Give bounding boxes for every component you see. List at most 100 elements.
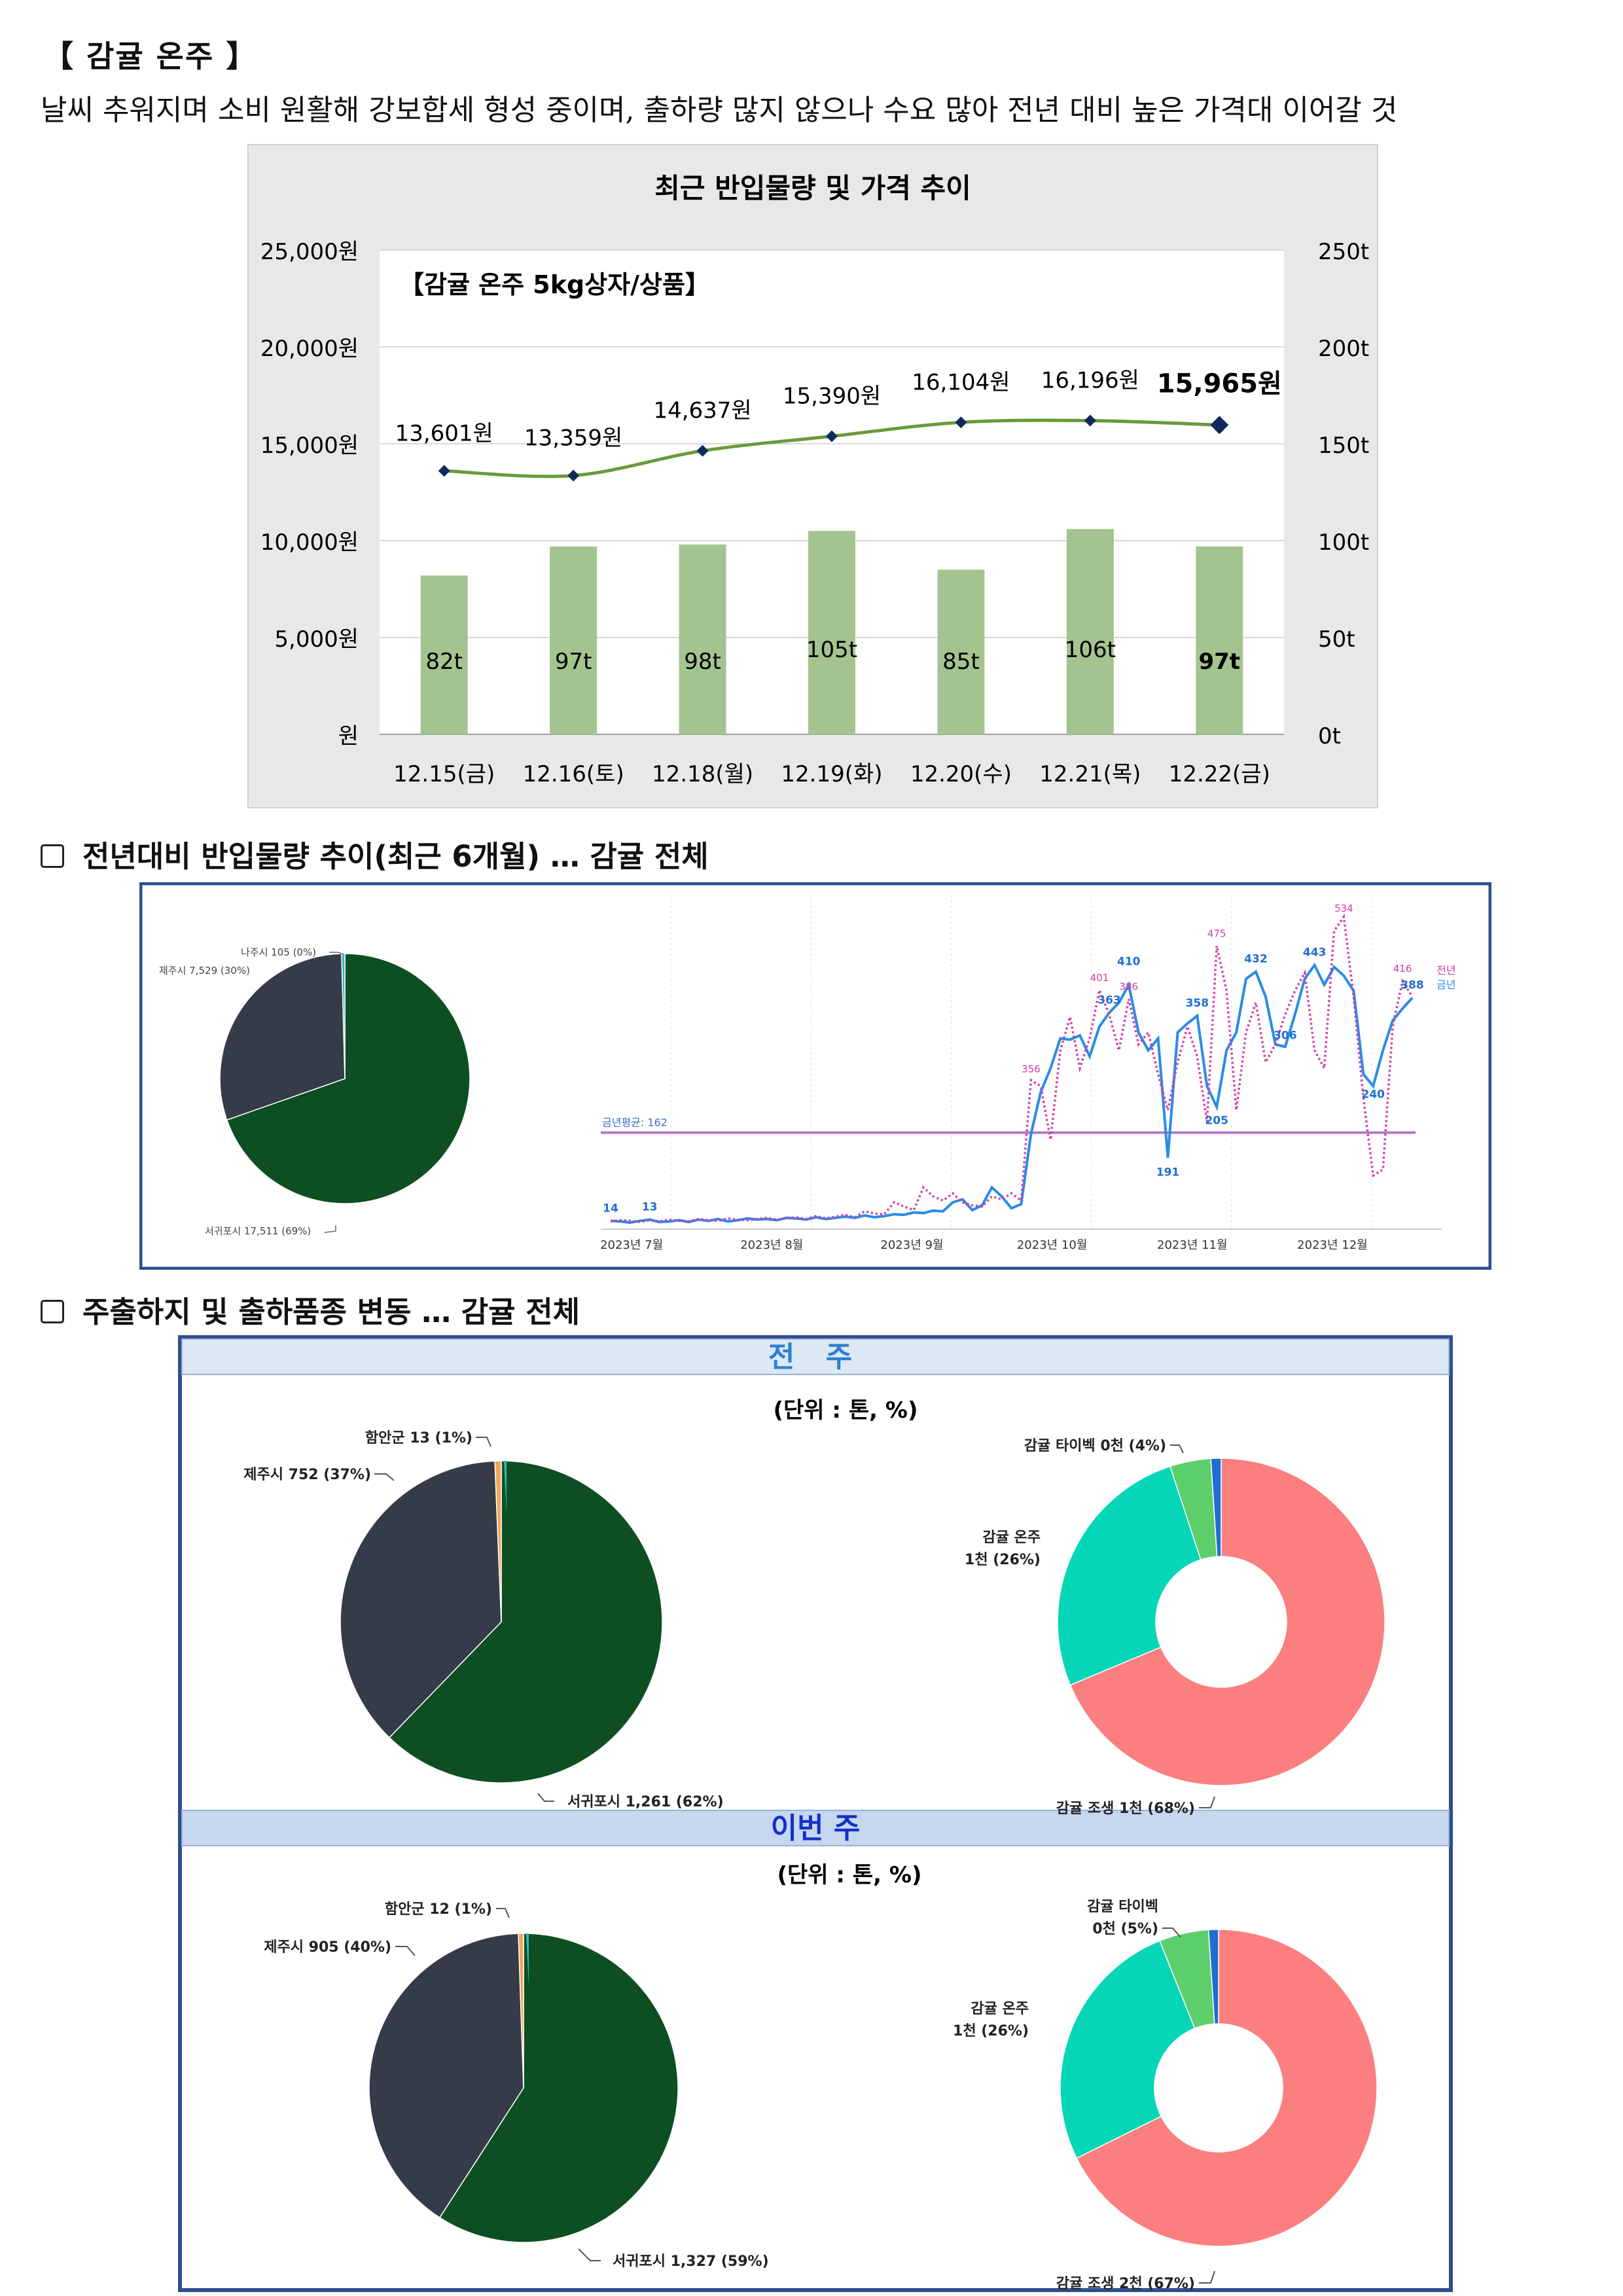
caption-this-week: 이번 주 bbox=[771, 1812, 861, 1845]
pie-label: 제주시 7,529 (30%) bbox=[159, 965, 250, 977]
point-label: 356 bbox=[1022, 1063, 1041, 1075]
price-label: 16,104원 bbox=[912, 369, 1010, 395]
pie-label: 서귀포시 1,327 (59%) bbox=[613, 2253, 769, 2270]
category-label: 12.21(목) bbox=[1039, 761, 1141, 787]
left-tick-label: 5,000원 bbox=[274, 626, 359, 653]
point-label: 475 bbox=[1207, 927, 1226, 939]
point-label: 205 bbox=[1205, 1114, 1228, 1127]
leader-line bbox=[1170, 1444, 1184, 1454]
x-tick-label: 2023년 11월 bbox=[1157, 1238, 1228, 1252]
leader-line bbox=[578, 2248, 601, 2261]
slice-other bbox=[1207, 1929, 1219, 2024]
volume-bar bbox=[808, 531, 855, 734]
slice-josaeng bbox=[1076, 1929, 1378, 2247]
price-label: 15,965원 bbox=[1157, 368, 1282, 399]
heading-yoy: 전년대비 반입물량 추이(최근 6개월) … 감귤 전체 bbox=[41, 833, 709, 875]
slice-other bbox=[1210, 1458, 1222, 1557]
chart-annotation: 【감귤 온주 5kg상자/상품】 bbox=[399, 270, 710, 299]
leader-line bbox=[395, 1946, 416, 1956]
point-label: 306 bbox=[1274, 1029, 1297, 1042]
leader-line bbox=[324, 1225, 336, 1233]
x-tick-label: 2023년 9월 bbox=[880, 1238, 943, 1252]
price-label: 15,390원 bbox=[783, 383, 881, 409]
origin-panel: 전 주 (단위 : 톤, %) 이번 주 (단위 : 톤, %) 서귀포시 1,… bbox=[178, 1335, 1453, 2292]
volume-label: 82t bbox=[425, 649, 463, 675]
x-tick-label: 2023년 8월 bbox=[740, 1238, 803, 1252]
slice-haman bbox=[494, 1460, 502, 1623]
price-marker bbox=[567, 469, 580, 482]
unit-this-week: (단위 : 톤, %) bbox=[777, 1862, 921, 1888]
volume-label: 97t bbox=[1198, 649, 1240, 675]
x-tick-label: 2023년 10월 bbox=[1017, 1238, 1088, 1252]
volume-label: 106t bbox=[1065, 637, 1116, 663]
donut-label: 1천 (26%) bbox=[953, 2023, 1029, 2039]
right-tick-label: 250t bbox=[1318, 239, 1369, 265]
volume-bar bbox=[1066, 529, 1114, 734]
yoy-panel: 서귀포시 17,511 (69%) 제주시 7,529 (30%) 나주시 105 … bbox=[139, 882, 1491, 1270]
volume-bar bbox=[550, 546, 597, 734]
chart-title: 최근 반입물량 및 가격 추이 bbox=[654, 172, 971, 204]
pie-label: 서귀포시 1,261 (62%) bbox=[567, 1794, 724, 1810]
heading-origin: 주출하지 및 출하품종 변동 … 감귤 전체 bbox=[41, 1288, 580, 1331]
slice-jeju bbox=[340, 1460, 502, 1738]
price-marker bbox=[1084, 414, 1096, 427]
price-marker bbox=[826, 430, 838, 442]
caption-last-week: 전 주 bbox=[768, 1340, 863, 1374]
leader-line bbox=[537, 1793, 554, 1802]
volume-label: 85t bbox=[942, 649, 980, 675]
slice-other bbox=[504, 1461, 507, 1513]
point-label: 13 bbox=[642, 1200, 658, 1213]
slice-onju bbox=[1060, 1940, 1196, 2159]
section-title: 【 감귤 온주 】 bbox=[43, 39, 258, 74]
right-tick-label: 150t bbox=[1318, 433, 1369, 459]
right-tick-label: 200t bbox=[1318, 336, 1369, 362]
slice-josaeng bbox=[1069, 1458, 1385, 1786]
point-label: 191 bbox=[1156, 1166, 1180, 1179]
slice-jeju bbox=[368, 1933, 524, 2219]
donut-label: 감귤 온주 bbox=[971, 2001, 1029, 2017]
category-label: 12.16(토) bbox=[523, 761, 624, 787]
pie-label: 함안군 12 (1%) bbox=[385, 1901, 492, 1918]
point-label: 14 bbox=[603, 1202, 618, 1215]
checkbox[interactable] bbox=[41, 1300, 64, 1323]
leader-line bbox=[476, 1437, 491, 1447]
band-last-week bbox=[181, 1338, 1450, 1375]
x-tick-label: 2023년 7월 bbox=[600, 1238, 663, 1252]
pie-label: 서귀포시 17,511 (69%) bbox=[205, 1225, 311, 1237]
price-marker bbox=[696, 444, 709, 457]
category-label: 12.22(금) bbox=[1169, 761, 1270, 787]
x-tick-label: 2023년 12월 bbox=[1297, 1238, 1368, 1252]
last-year-line bbox=[610, 913, 1414, 1223]
point-label: 388 bbox=[1400, 979, 1424, 992]
checkbox[interactable] bbox=[41, 844, 64, 868]
donut-label: 0천 (5%) bbox=[1092, 1921, 1158, 1937]
price-marker bbox=[1210, 416, 1229, 435]
price-label: 13,359원 bbox=[524, 425, 622, 452]
category-label: 12.19(화) bbox=[781, 761, 882, 787]
donut-label: 감귤 조생 1천 (68%) bbox=[1056, 1801, 1195, 1817]
legend-last-year: 전년 bbox=[1436, 964, 1455, 977]
point-label: 416 bbox=[1393, 963, 1412, 975]
legend-this-year: 금년 bbox=[1436, 978, 1455, 991]
category-label: 12.15(금) bbox=[393, 761, 495, 787]
volume-label: 98t bbox=[684, 649, 721, 675]
slice-seogwipo bbox=[438, 1933, 679, 2243]
pie-label: 제주시 752 (37%) bbox=[243, 1467, 371, 1483]
donut-label: 감귤 타이벡 0천 (4%) bbox=[1024, 1438, 1166, 1454]
left-tick-label: 원 bbox=[338, 723, 359, 749]
price-label: 16,196원 bbox=[1041, 368, 1139, 394]
donut-label: 감귤 조생 2천 (67%) bbox=[1056, 2276, 1195, 2292]
point-label: 386 bbox=[1119, 980, 1138, 992]
left-tick-label: 25,000원 bbox=[260, 239, 359, 265]
pie-label: 함안군 13 (1%) bbox=[365, 1430, 473, 1446]
leader-line bbox=[1162, 1928, 1181, 1938]
point-label: 401 bbox=[1090, 972, 1109, 984]
right-tick-label: 0t bbox=[1318, 723, 1341, 749]
category-label: 12.20(수) bbox=[910, 761, 1012, 787]
leader-line bbox=[329, 952, 344, 955]
price-marker bbox=[438, 465, 450, 477]
slice-haman bbox=[518, 1933, 524, 2089]
point-label: 432 bbox=[1244, 953, 1268, 966]
slice-jeju bbox=[219, 953, 346, 1121]
volume-bar bbox=[1196, 546, 1243, 734]
